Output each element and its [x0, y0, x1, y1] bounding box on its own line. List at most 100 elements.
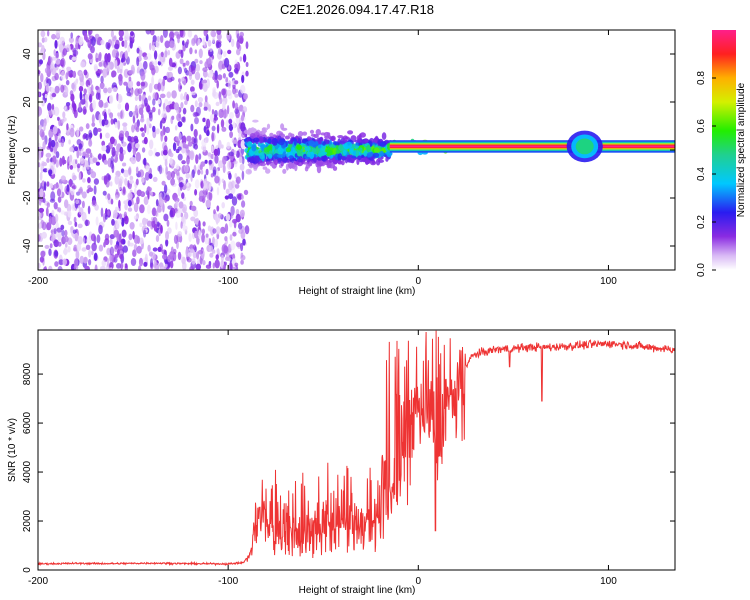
y-tick-label: 0 — [22, 567, 33, 573]
spectrogram-cell — [267, 153, 273, 159]
spectrogram-cell — [238, 156, 243, 164]
spectrogram-cell — [166, 188, 171, 194]
spectrogram-cell — [139, 204, 145, 214]
spectrogram-cell — [84, 153, 90, 158]
spectrogram-cell — [91, 242, 97, 252]
spectrogram-cell — [230, 154, 235, 163]
spectrogram-cell — [245, 62, 249, 67]
spectrogram-cell — [187, 30, 193, 38]
spectrogram-cell — [78, 172, 82, 181]
spectrogram-cell — [143, 136, 148, 145]
spectrogram-cell — [208, 69, 214, 79]
colorbar-tick-label: 0.6 — [696, 119, 707, 133]
spectrogram-cell — [205, 168, 209, 176]
spectrogram-cell — [373, 147, 380, 154]
spectrogram-cell — [118, 36, 124, 41]
spectrogram-cell — [288, 132, 293, 137]
spectrogram-cell — [152, 176, 158, 182]
spectrogram-cell — [138, 94, 142, 102]
spectrogram-cell — [157, 82, 162, 92]
spectrogram-cell — [199, 164, 203, 171]
spectrogram-cell — [63, 247, 68, 256]
spectrogram-cell — [124, 102, 130, 112]
spectrogram-cell — [239, 209, 245, 218]
spectrogram-cell — [240, 122, 246, 132]
spectrogram-cell — [288, 155, 294, 159]
spectrogram-cell — [132, 230, 135, 240]
spectrogram-cell — [75, 159, 78, 165]
spectrogram-cell — [78, 207, 84, 216]
spectrogram-cell — [186, 182, 190, 187]
spectrogram-cell — [53, 106, 60, 117]
spectrogram-cell — [165, 231, 169, 241]
spectrogram-cell — [110, 118, 114, 125]
spectrogram-cell — [67, 246, 71, 253]
spectrogram-cell — [49, 243, 53, 249]
spectrogram-cell — [245, 70, 249, 77]
spectrogram-cell — [67, 105, 70, 110]
spectrogram-cell — [154, 60, 158, 66]
spectrogram-cell — [84, 265, 90, 270]
spectrogram-cell — [65, 102, 71, 107]
spectrogram-cell — [193, 209, 199, 218]
colorbar-ticks: 0.0 0.2 0.4 0.6 0.8 — [696, 71, 716, 277]
spectrogram-cell — [276, 154, 284, 158]
spectrogram-cell — [55, 52, 59, 59]
spectrogram-cell — [169, 152, 174, 158]
spectrogram-cell — [46, 157, 50, 163]
spectrogram-cell — [151, 67, 156, 76]
spectrogram-cell — [214, 238, 218, 248]
spectrogram-cell — [138, 257, 144, 267]
spectrogram-cell — [98, 69, 103, 74]
spectrogram-cell — [208, 104, 211, 112]
spectrogram-cell — [189, 200, 193, 207]
spectrogram-cell — [245, 168, 252, 175]
spectrogram-cell — [192, 250, 197, 259]
spectrogram-cell — [59, 157, 63, 167]
spectrogram-cell — [302, 131, 308, 136]
spectrogram-cell — [240, 114, 245, 122]
spectrogram-cell — [239, 37, 244, 45]
spectrogram-cell — [90, 233, 96, 242]
spectrogram-cell — [152, 247, 158, 252]
spectrogram-cell — [60, 175, 66, 182]
spectrogram-cell — [199, 60, 203, 65]
spectrogram-cell — [130, 157, 137, 165]
spectrogram-cell — [114, 244, 119, 250]
spectrogram-cell — [192, 111, 199, 118]
spectrogram-cell — [219, 97, 223, 105]
spectrogram-cell — [118, 233, 122, 243]
spectrogram-cell — [123, 200, 128, 205]
spectrogram-y-label: Frequency (Hz) — [7, 116, 18, 185]
spectrogram-cell — [92, 100, 96, 110]
spectrogram-cell — [252, 119, 259, 123]
spectrogram-cell — [243, 93, 248, 100]
spectrogram-cell — [108, 94, 114, 105]
spectrogram-cell — [164, 197, 168, 203]
spectrogram-cell — [76, 163, 81, 169]
spectrogram-cell — [101, 145, 107, 152]
spectrogram-cell — [156, 221, 160, 227]
spectrogram-cell — [242, 106, 248, 113]
spectrogram-cell — [113, 209, 118, 219]
spectrogram-cell — [208, 183, 212, 191]
spectrogram-cell — [224, 57, 230, 68]
spectrogram-cell — [135, 178, 139, 186]
spectrogram-cell — [214, 175, 220, 184]
spectrogram-cell — [177, 66, 182, 75]
spectrogram-cell — [189, 244, 194, 251]
spectrogram-cell — [59, 36, 65, 45]
spectrogram-cell — [334, 142, 340, 146]
spectrogram-cell — [177, 231, 183, 237]
spectrogram-cell — [51, 103, 55, 111]
spectrogram-cell — [85, 100, 89, 108]
spectrogram-cell — [207, 39, 212, 47]
spectrogram-cell — [223, 51, 227, 57]
spectrogram-cell — [110, 155, 114, 165]
spectrogram-cell — [103, 85, 108, 96]
spectrogram-cell — [181, 135, 187, 145]
spectrogram-cell — [224, 195, 230, 200]
spectrogram-cell — [48, 248, 52, 256]
spectrogram-cell — [51, 92, 57, 98]
y-tick-label: 0 — [22, 147, 33, 153]
